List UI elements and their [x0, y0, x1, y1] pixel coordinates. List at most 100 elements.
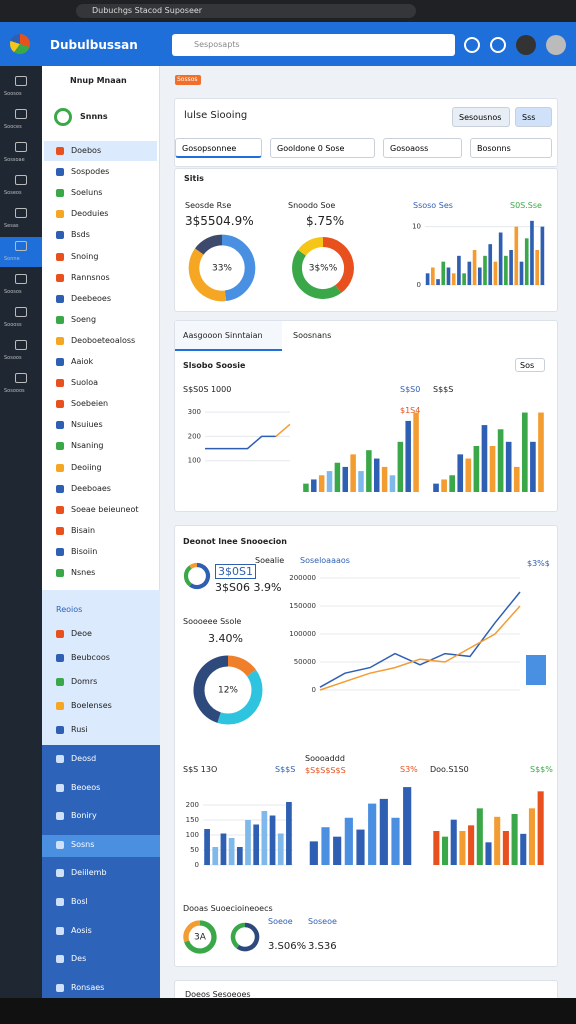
- item-icon: [56, 168, 64, 177]
- item-icon: [56, 547, 64, 556]
- item-icon: [56, 273, 64, 282]
- sidebar-item[interactable]: Sosns: [71, 839, 95, 849]
- sidebar-item[interactable]: Ronsaes: [71, 982, 105, 992]
- bar: [457, 454, 464, 492]
- search-box[interactable]: [172, 34, 455, 56]
- bar: [350, 454, 356, 492]
- rail-icon[interactable]: [15, 274, 27, 284]
- sidebar-item[interactable]: Deebeoes: [71, 293, 111, 303]
- chart-label: S$$S: [275, 765, 296, 774]
- bar: [441, 479, 447, 492]
- sidebar-item[interactable]: Deoduies: [71, 209, 109, 219]
- bar: [441, 261, 446, 285]
- tab[interactable]: [175, 321, 282, 351]
- bar: [413, 412, 419, 492]
- button[interactable]: Sss: [515, 107, 552, 127]
- sidebar-item[interactable]: Doebos: [71, 146, 102, 155]
- rail-icon[interactable]: [15, 340, 27, 350]
- rail-icon[interactable]: [15, 373, 27, 383]
- icon[interactable]: [490, 37, 506, 53]
- rail-icon[interactable]: [15, 241, 27, 251]
- bar: [379, 798, 388, 865]
- y-tick-label: 150000: [289, 602, 316, 610]
- sidebar-item[interactable]: Deoboeteoaloss: [71, 335, 136, 345]
- sidebar-item[interactable]: Deoiing: [71, 462, 102, 472]
- rail-icon[interactable]: [15, 175, 27, 185]
- sidebar-item[interactable]: Des: [71, 954, 87, 964]
- icon[interactable]: [464, 37, 480, 53]
- filter[interactable]: Gooldone 0 Sose: [270, 138, 375, 158]
- sidebar-item[interactable]: Boelenses: [71, 701, 112, 710]
- donut-label: 3A: [194, 933, 207, 943]
- sidebar-item[interactable]: Suoloa: [71, 378, 99, 388]
- sidebar-title: Nnup Mnaan: [70, 76, 127, 85]
- logo[interactable]: [10, 34, 30, 54]
- rail-icon[interactable]: [15, 109, 27, 119]
- sidebar-item[interactable]: Bsds: [71, 230, 90, 240]
- stat-value: 3$S06 3.9%: [215, 581, 282, 594]
- avatar[interactable]: [516, 35, 536, 55]
- sidebar-item[interactable]: Aaiok: [71, 357, 94, 366]
- sidebar-item[interactable]: Nsuiues: [71, 420, 103, 430]
- sidebar-item[interactable]: Soeluns: [71, 188, 103, 198]
- item-icon: [56, 210, 64, 219]
- bar: [326, 471, 333, 492]
- bar: [483, 255, 487, 285]
- item-icon: [56, 231, 64, 240]
- bar: [212, 847, 219, 865]
- bar: [433, 483, 439, 492]
- sidebar-item[interactable]: Nsaning: [71, 441, 104, 451]
- sidebar-item[interactable]: Sospodes: [71, 167, 110, 177]
- sidebar-item[interactable]: Domrs: [71, 677, 98, 686]
- avatar[interactable]: [546, 35, 566, 55]
- sidebar-item[interactable]: Bosl: [71, 897, 88, 906]
- active-row: [44, 141, 157, 161]
- stat-label: S0S.Sse: [510, 201, 542, 210]
- select[interactable]: Sos: [515, 358, 545, 372]
- sidebar-item[interactable]: Beubcoos: [71, 653, 110, 662]
- section-title: Dooas Suoecioineoecs: [183, 904, 273, 913]
- stat-value: $.75%: [306, 214, 345, 228]
- sidebar-item[interactable]: Soebeien: [71, 399, 109, 409]
- donut-segment: [322, 237, 354, 294]
- filter[interactable]: Bosonns: [470, 138, 552, 158]
- sidebar-item[interactable]: Bisain: [71, 525, 96, 535]
- sidebar-item[interactable]: Deiilemb: [71, 868, 107, 878]
- rail-icon[interactable]: [15, 307, 27, 317]
- sidebar-item[interactable]: Snoing: [71, 251, 99, 261]
- donut-segment: [236, 922, 260, 952]
- sidebar-item[interactable]: Deeboaes: [71, 483, 111, 493]
- y-tick-label: 50000: [294, 658, 316, 666]
- filter[interactable]: Gosoaoss: [383, 138, 462, 158]
- bar: [537, 791, 544, 865]
- sidebar-item[interactable]: Aosis: [71, 925, 92, 935]
- filter[interactable]: Gosopsonnee: [175, 138, 262, 158]
- button[interactable]: Sesousnos: [452, 107, 510, 127]
- sidebar-item[interactable]: Boniry: [71, 811, 97, 821]
- sidebar-item[interactable]: Bisoiin: [71, 546, 98, 556]
- sidebar-active[interactable]: Snnns: [80, 112, 108, 121]
- item-icon: [56, 421, 64, 430]
- bar: [462, 273, 466, 285]
- y-tick-label: 0: [312, 686, 316, 694]
- donut-label: 12%: [218, 686, 238, 696]
- bar: [204, 829, 210, 865]
- rail-icon[interactable]: [15, 208, 27, 218]
- rail-icon[interactable]: [15, 142, 27, 152]
- bar: [228, 838, 235, 865]
- sidebar-item[interactable]: Rusi: [71, 725, 88, 734]
- sidebar-item[interactable]: Soeng: [71, 314, 97, 324]
- sidebar-item[interactable]: Soeae beieuneot: [71, 504, 139, 514]
- bar: [431, 267, 435, 285]
- sidebar-item[interactable]: Nsnes: [71, 568, 96, 577]
- bar: [368, 803, 377, 865]
- tab-label[interactable]: Soosnans: [293, 331, 332, 340]
- sidebar-item[interactable]: Beoeos: [71, 782, 101, 792]
- sidebar-item[interactable]: Deoe: [71, 629, 92, 638]
- sidebar-item[interactable]: Rannsnos: [71, 272, 110, 282]
- sidebar-item[interactable]: Deosd: [71, 754, 97, 763]
- rail-icon[interactable]: [15, 76, 27, 86]
- address-bar[interactable]: [76, 4, 416, 18]
- donut-segment: [188, 248, 227, 302]
